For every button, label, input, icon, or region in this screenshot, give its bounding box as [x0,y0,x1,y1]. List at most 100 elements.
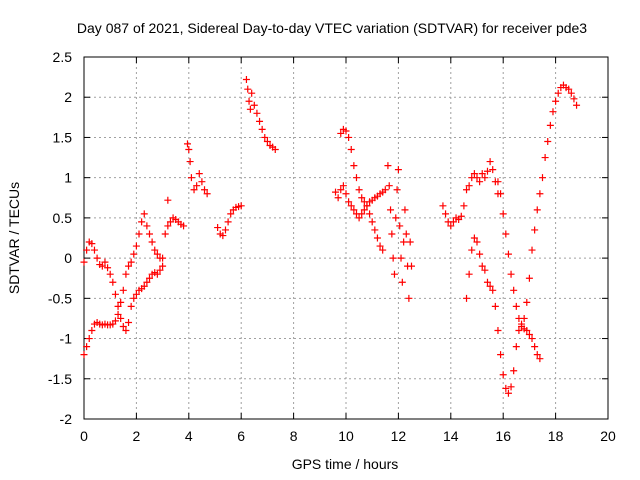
data-point [405,294,413,302]
y-tick-label: -1.5 [48,371,72,387]
data-point [85,335,93,343]
data-point [379,246,387,254]
data-point [122,270,130,278]
data-point [248,89,256,97]
x-axis-title: GPS time / hours [292,456,399,472]
series-s10 [439,158,502,230]
data-point [397,254,405,262]
x-tick-label: 14 [443,428,459,444]
data-point [151,246,159,254]
data-point [193,182,201,190]
data-point [256,117,264,125]
data-point [138,218,146,226]
data-point [132,242,140,250]
data-point [385,182,393,190]
y-tick-label: 1.5 [53,129,73,145]
data-point [342,190,350,198]
data-point [214,224,222,232]
data-point [468,246,476,254]
data-point [481,174,489,182]
data-point [332,188,340,196]
data-point [337,186,345,194]
data-point [345,198,353,206]
data-point [489,286,497,294]
data-point [523,298,531,306]
data-point [224,218,232,226]
data-point [463,294,471,302]
data-point [111,317,119,325]
data-point [109,278,117,286]
data-point [350,162,358,170]
data-point [83,246,91,254]
data-point [494,327,502,335]
data-point [104,264,112,272]
x-tick-label: 12 [391,428,407,444]
data-point [489,166,497,174]
data-point [525,331,533,339]
data-point [350,206,358,214]
data-point [164,222,172,230]
y-tick-label: 0.5 [53,210,73,226]
data-point [221,226,229,234]
data-point [476,250,484,258]
series-s6 [242,76,279,154]
data-point [457,212,465,220]
data-point [387,206,395,214]
data-point [156,254,164,262]
data-point [554,89,562,97]
data-point [396,222,404,230]
data-point [518,320,526,328]
chart-title: Day 087 of 2021, Sidereal Day-to-day VTE… [77,20,587,36]
data-point [83,343,91,351]
data-point [478,170,486,178]
series-s5 [214,202,245,240]
data-point [504,389,512,397]
data-point [227,210,235,218]
data-point [473,174,481,182]
data-point [544,137,552,145]
data-point [130,250,138,258]
data-point [334,194,342,202]
data-point [219,232,227,240]
data-point [101,258,109,266]
y-tick-label: -1 [60,331,73,347]
data-point [401,206,409,214]
data-point [360,206,368,214]
data-point [119,286,127,294]
data-point [347,146,355,154]
data-point [143,278,151,286]
data-point [504,250,512,258]
data-point [510,367,518,375]
data-point [531,343,539,351]
data-point [373,234,381,242]
data-point [98,262,106,270]
data-point [536,190,544,198]
data-point [392,214,400,222]
data-point [483,167,491,175]
y-tick-label: 2 [64,89,72,105]
data-point [355,186,363,194]
data-point [460,202,468,210]
data-point [244,85,252,93]
grid [84,57,608,419]
data-point [507,383,515,391]
data-point [389,254,397,262]
data-point [80,258,88,266]
data-point [127,258,135,266]
data-point [536,355,544,363]
data-point [520,314,528,322]
data-point [510,286,518,294]
data-point [390,270,398,278]
data-point [541,154,549,162]
data-point [533,206,541,214]
data-point [388,230,396,238]
data-point [186,158,194,166]
data-point [352,174,360,182]
data-point [465,270,473,278]
data-point [502,384,510,392]
data-point [528,335,536,343]
data-point [465,182,473,190]
data-point [512,302,520,310]
x-tick-label: 10 [338,428,354,444]
data-point [195,170,203,178]
